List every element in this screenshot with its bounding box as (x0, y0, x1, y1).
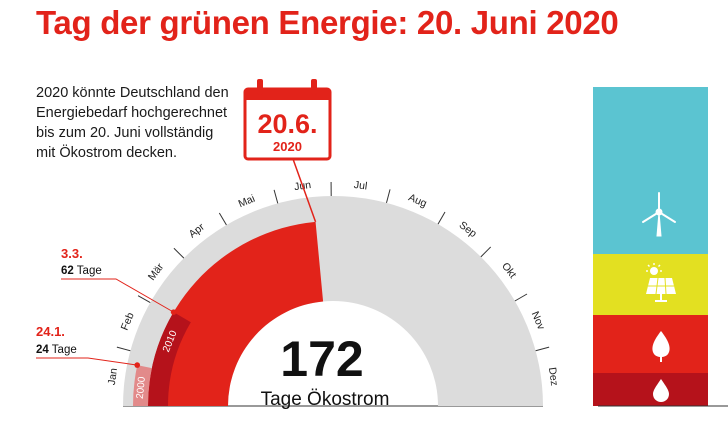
page-title: Tag der grünen Energie: 20. Juni 2020 (36, 4, 619, 41)
month-tick (385, 189, 391, 204)
arc-2020 (148, 221, 324, 406)
month-tick (173, 247, 185, 259)
month-tick (218, 212, 227, 226)
leader-line-2010 (61, 278, 174, 313)
month-tick (116, 346, 131, 352)
series-label-2000: 2000 (135, 376, 148, 400)
month-label: Sep (457, 219, 479, 240)
month-ticks (116, 182, 550, 352)
marker-2010 (170, 309, 177, 315)
leader-line-2020 (292, 158, 317, 223)
arc-2010 (148, 312, 191, 406)
energy-mix-hydro (593, 373, 708, 406)
wind-turbine-icon (642, 192, 676, 237)
month-label: Dez (546, 366, 560, 386)
solar-panel-icon (646, 263, 676, 302)
month-label: Nov (529, 310, 548, 333)
days-total-label: Tage Ökostrom (261, 389, 390, 410)
days-total-value: 172 (280, 331, 363, 387)
energy-mix-wind (593, 87, 708, 254)
hydro-drop-icon (653, 379, 669, 402)
month-label: Apr (187, 221, 208, 241)
annotation-days-2010: 62 Tage (61, 265, 102, 277)
annotation-date-2010: 3.3. (61, 246, 83, 261)
month-tick (273, 189, 279, 204)
month-label: Feb (119, 311, 137, 332)
month-tick (535, 346, 550, 352)
month-label: Mai (237, 193, 257, 211)
calendar-year: 2020 (273, 139, 302, 154)
month-label: Aug (407, 192, 429, 210)
month-label: Mär (146, 261, 167, 283)
annotation-days-2000: 24 Tage (36, 344, 77, 356)
leader-line-2000 (36, 357, 138, 366)
marker-2000 (134, 362, 141, 368)
calendar-icon (243, 79, 332, 161)
month-tick (137, 295, 151, 304)
calendar-date: 20.6. (257, 109, 317, 139)
month-tick (480, 246, 492, 258)
month-label: Okt (499, 260, 519, 280)
month-tick (514, 293, 528, 302)
arc-2000 (133, 365, 152, 406)
intro-text: 2020 könnte Deutschland den Energiebedar… (36, 85, 229, 161)
month-label: Jan (106, 367, 120, 386)
energy-mix-biomass (593, 315, 708, 373)
month-tick (437, 211, 446, 225)
month-label: Jul (353, 179, 368, 193)
energy-mix-bar (593, 87, 708, 406)
annotation-date-2000: 24.1. (36, 324, 65, 339)
biomass-leaf-icon (652, 331, 670, 362)
